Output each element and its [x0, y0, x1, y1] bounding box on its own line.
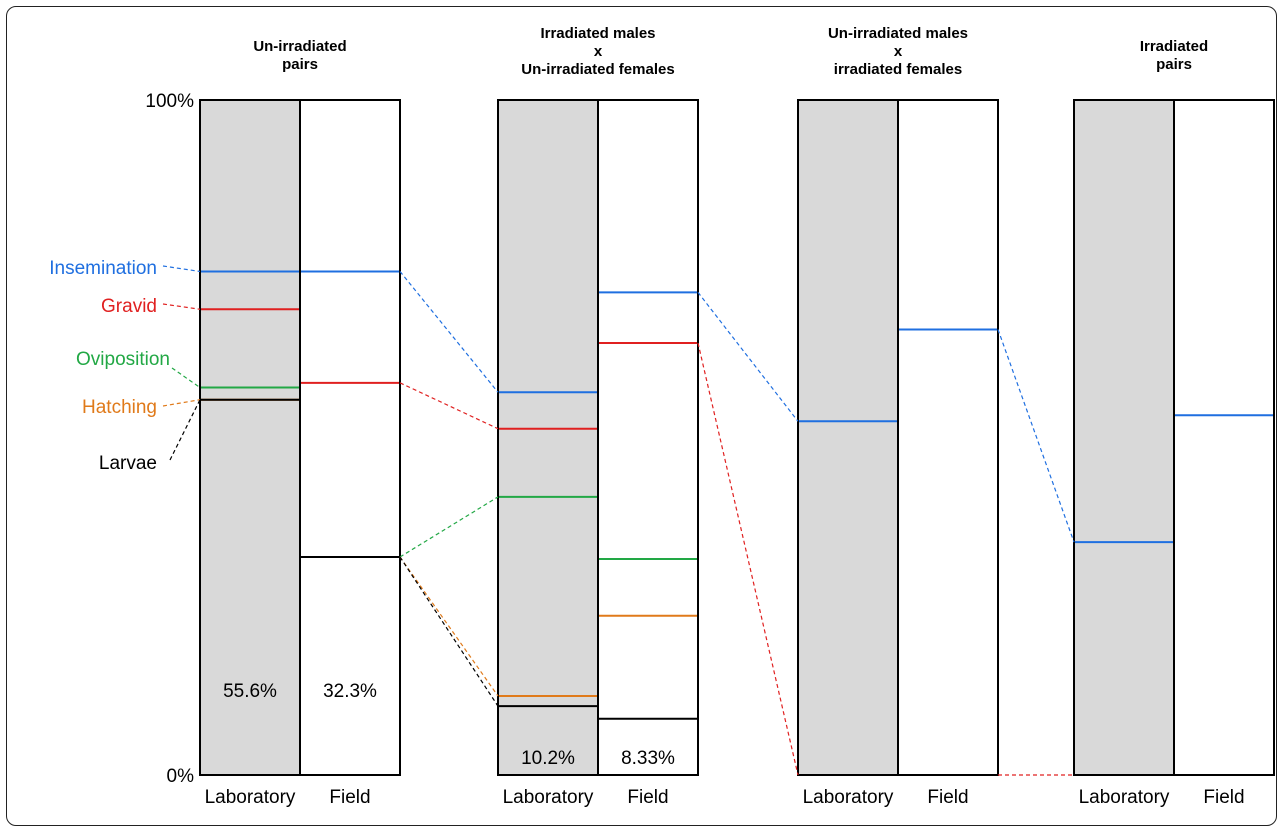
group-title-line: pairs: [1156, 56, 1192, 73]
y-axis-top-label: 100%: [145, 91, 194, 112]
bar-laboratory: [1073, 99, 1175, 776]
bar-field: [897, 99, 999, 776]
final-value-label: 32.3%: [323, 681, 377, 702]
legend-larvae: Larvae: [99, 453, 157, 474]
legend-leader-hatching: [162, 399, 201, 407]
x-tick-field: Field: [329, 787, 370, 808]
connector-gravid: [697, 342, 799, 776]
group-title-line: Un-irradiated females: [521, 61, 674, 78]
x-tick-field: Field: [627, 787, 668, 808]
legend-leader-larvae: [169, 399, 201, 461]
final-value-label: 8.33%: [621, 748, 675, 769]
connector-larvae: [399, 556, 499, 707]
group-title-line: Irradiated: [1140, 38, 1208, 55]
x-tick-laboratory: Laboratory: [205, 787, 296, 808]
x-tick-laboratory: Laboratory: [1079, 787, 1170, 808]
legend-leader-insemination: [162, 265, 201, 273]
group-title-line: irradiated females: [834, 61, 962, 78]
connector-insemination: [399, 271, 499, 393]
final-value-label: 55.6%: [223, 681, 277, 702]
bar-laboratory: [199, 99, 301, 776]
connector-oviposition: [399, 496, 499, 558]
group-title-line: Un-irradiated males: [828, 25, 968, 42]
y-axis-bottom-label: 0%: [167, 766, 195, 787]
bar-laboratory: [797, 99, 899, 776]
legend-hatching: Hatching: [82, 397, 157, 418]
x-tick-laboratory: Laboratory: [503, 787, 594, 808]
connector-insemination: [997, 329, 1075, 543]
group-title-line: Irradiated males: [540, 25, 655, 42]
connector-hatching: [399, 556, 499, 697]
x-tick-laboratory: Laboratory: [803, 787, 894, 808]
x-tick-field: Field: [1203, 787, 1244, 808]
legend-leader-oviposition: [171, 367, 201, 389]
stacked-stage-chart: 100%0%Un-irradiatedpairs55.6%Laboratory3…: [49, 25, 1275, 808]
connector-insemination: [697, 292, 799, 422]
connector-gravid: [399, 382, 499, 430]
bar-field: [299, 99, 401, 776]
legend-oviposition: Oviposition: [76, 349, 170, 370]
legend-insemination: Insemination: [49, 258, 157, 279]
group-title-line: pairs: [282, 56, 318, 73]
bar-laboratory: [497, 99, 599, 776]
group-title-line: x: [894, 43, 903, 60]
legend-leader-gravid: [162, 303, 201, 310]
bar-field: [597, 99, 699, 776]
x-tick-field: Field: [927, 787, 968, 808]
group-title-line: Un-irradiated: [253, 38, 346, 55]
group-title-line: x: [594, 43, 603, 60]
legend-gravid: Gravid: [101, 296, 157, 317]
bar-field: [1173, 99, 1275, 776]
final-value-label: 10.2%: [521, 748, 575, 769]
